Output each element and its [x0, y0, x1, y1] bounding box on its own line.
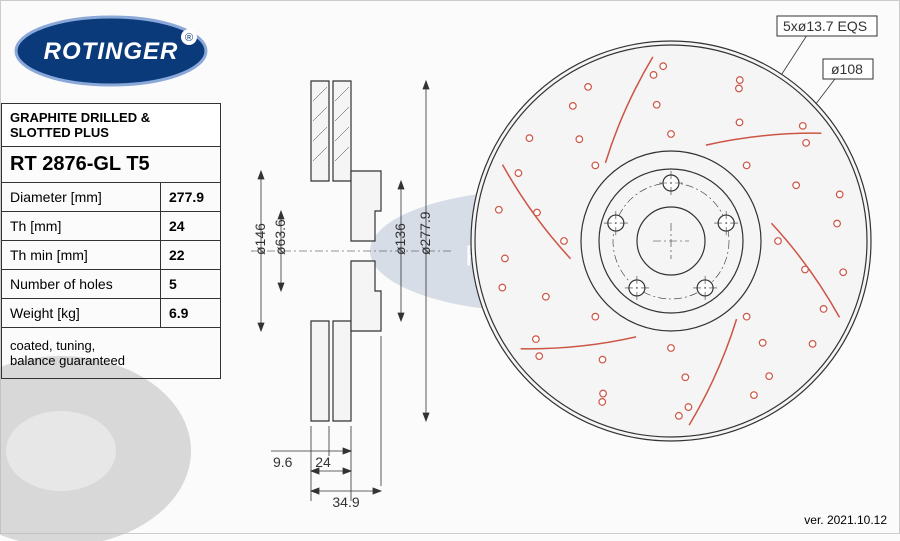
spec-label: Number of holes: [2, 270, 161, 299]
svg-text:ø108: ø108: [831, 61, 863, 77]
spec-value: 5: [161, 270, 221, 299]
dim-d2779: ø277.9: [417, 211, 433, 255]
dim-t96: 9.6: [273, 454, 293, 470]
reg-mark: ®: [185, 32, 193, 44]
spec-value: 22: [161, 241, 221, 270]
front-view-drawing: 5xø13.7 EQS ø108: [461, 11, 900, 471]
brand-text: ROTINGER: [44, 38, 179, 65]
spec-label: Diameter [mm]: [2, 183, 161, 212]
spec-note: coated, tuning, balance guaranteed: [2, 328, 221, 379]
dim-d636: ø63.6: [272, 219, 288, 255]
part-number: RT 2876-GL T5: [2, 147, 221, 183]
dim-d146: ø146: [252, 223, 268, 255]
spec-value: 6.9: [161, 299, 221, 328]
spec-label: Th [mm]: [2, 212, 161, 241]
spec-value: 24: [161, 212, 221, 241]
side-view-drawing: ø146 ø63.6 ø136 ø277.9 9.6 24 34.9: [251, 31, 451, 521]
product-type: GRAPHITE DRILLED & SLOTTED PLUS: [2, 104, 221, 147]
spec-table: GRAPHITE DRILLED & SLOTTED PLUS RT 2876-…: [1, 103, 221, 379]
version-label: ver. 2021.10.12: [804, 513, 887, 527]
spec-label: Weight [kg]: [2, 299, 161, 328]
spec-value: 277.9: [161, 183, 221, 212]
dim-t349: 34.9: [332, 494, 359, 510]
dim-t24: 24: [315, 454, 331, 470]
spec-label: Th min [mm]: [2, 241, 161, 270]
brand-logo: ROTINGER ®: [11, 11, 211, 91]
dim-d136: ø136: [392, 223, 408, 255]
svg-text:5xø13.7 EQS: 5xø13.7 EQS: [783, 18, 867, 34]
